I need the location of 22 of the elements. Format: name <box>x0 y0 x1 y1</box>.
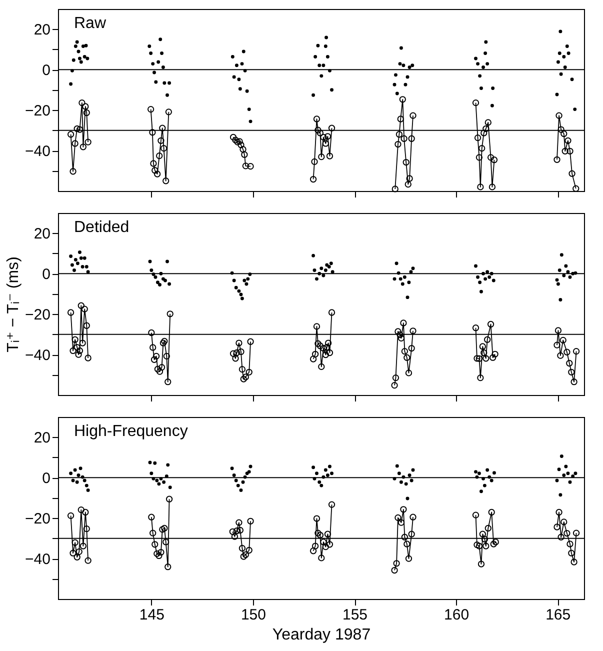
x-tick-label: 160 <box>444 606 470 624</box>
y-tick-label: 20 <box>34 226 50 243</box>
y-tick-label: −20 <box>25 510 50 528</box>
x-tick-label: 145 <box>139 606 164 624</box>
x-tick-label: 165 <box>546 606 571 624</box>
y-tick-label: 0 <box>42 470 50 488</box>
y-tick-label: 0 <box>42 62 50 80</box>
y-tick-label: 20 <box>34 22 50 39</box>
chart-title: Raw <box>74 15 106 32</box>
chart-title: High-Frequency <box>74 423 188 440</box>
x-axis-title: Yearday 1987 <box>272 626 371 644</box>
y-tick-label: −40 <box>25 551 50 568</box>
y-tick-label: −40 <box>25 347 50 364</box>
y-tick-label: −20 <box>25 306 50 324</box>
x-tick-label: 150 <box>240 606 266 624</box>
x-tick-label: 155 <box>342 606 368 624</box>
y-tick-label: 20 <box>34 430 50 447</box>
y-tick-label: −40 <box>25 143 50 160</box>
y-tick-label: −20 <box>25 102 50 120</box>
y-axis-title: Tᵢ⁺ − Tᵢ⁻ (ms) <box>5 256 22 352</box>
y-tick-label: 0 <box>42 266 50 284</box>
chart-title: Detided <box>74 219 130 236</box>
